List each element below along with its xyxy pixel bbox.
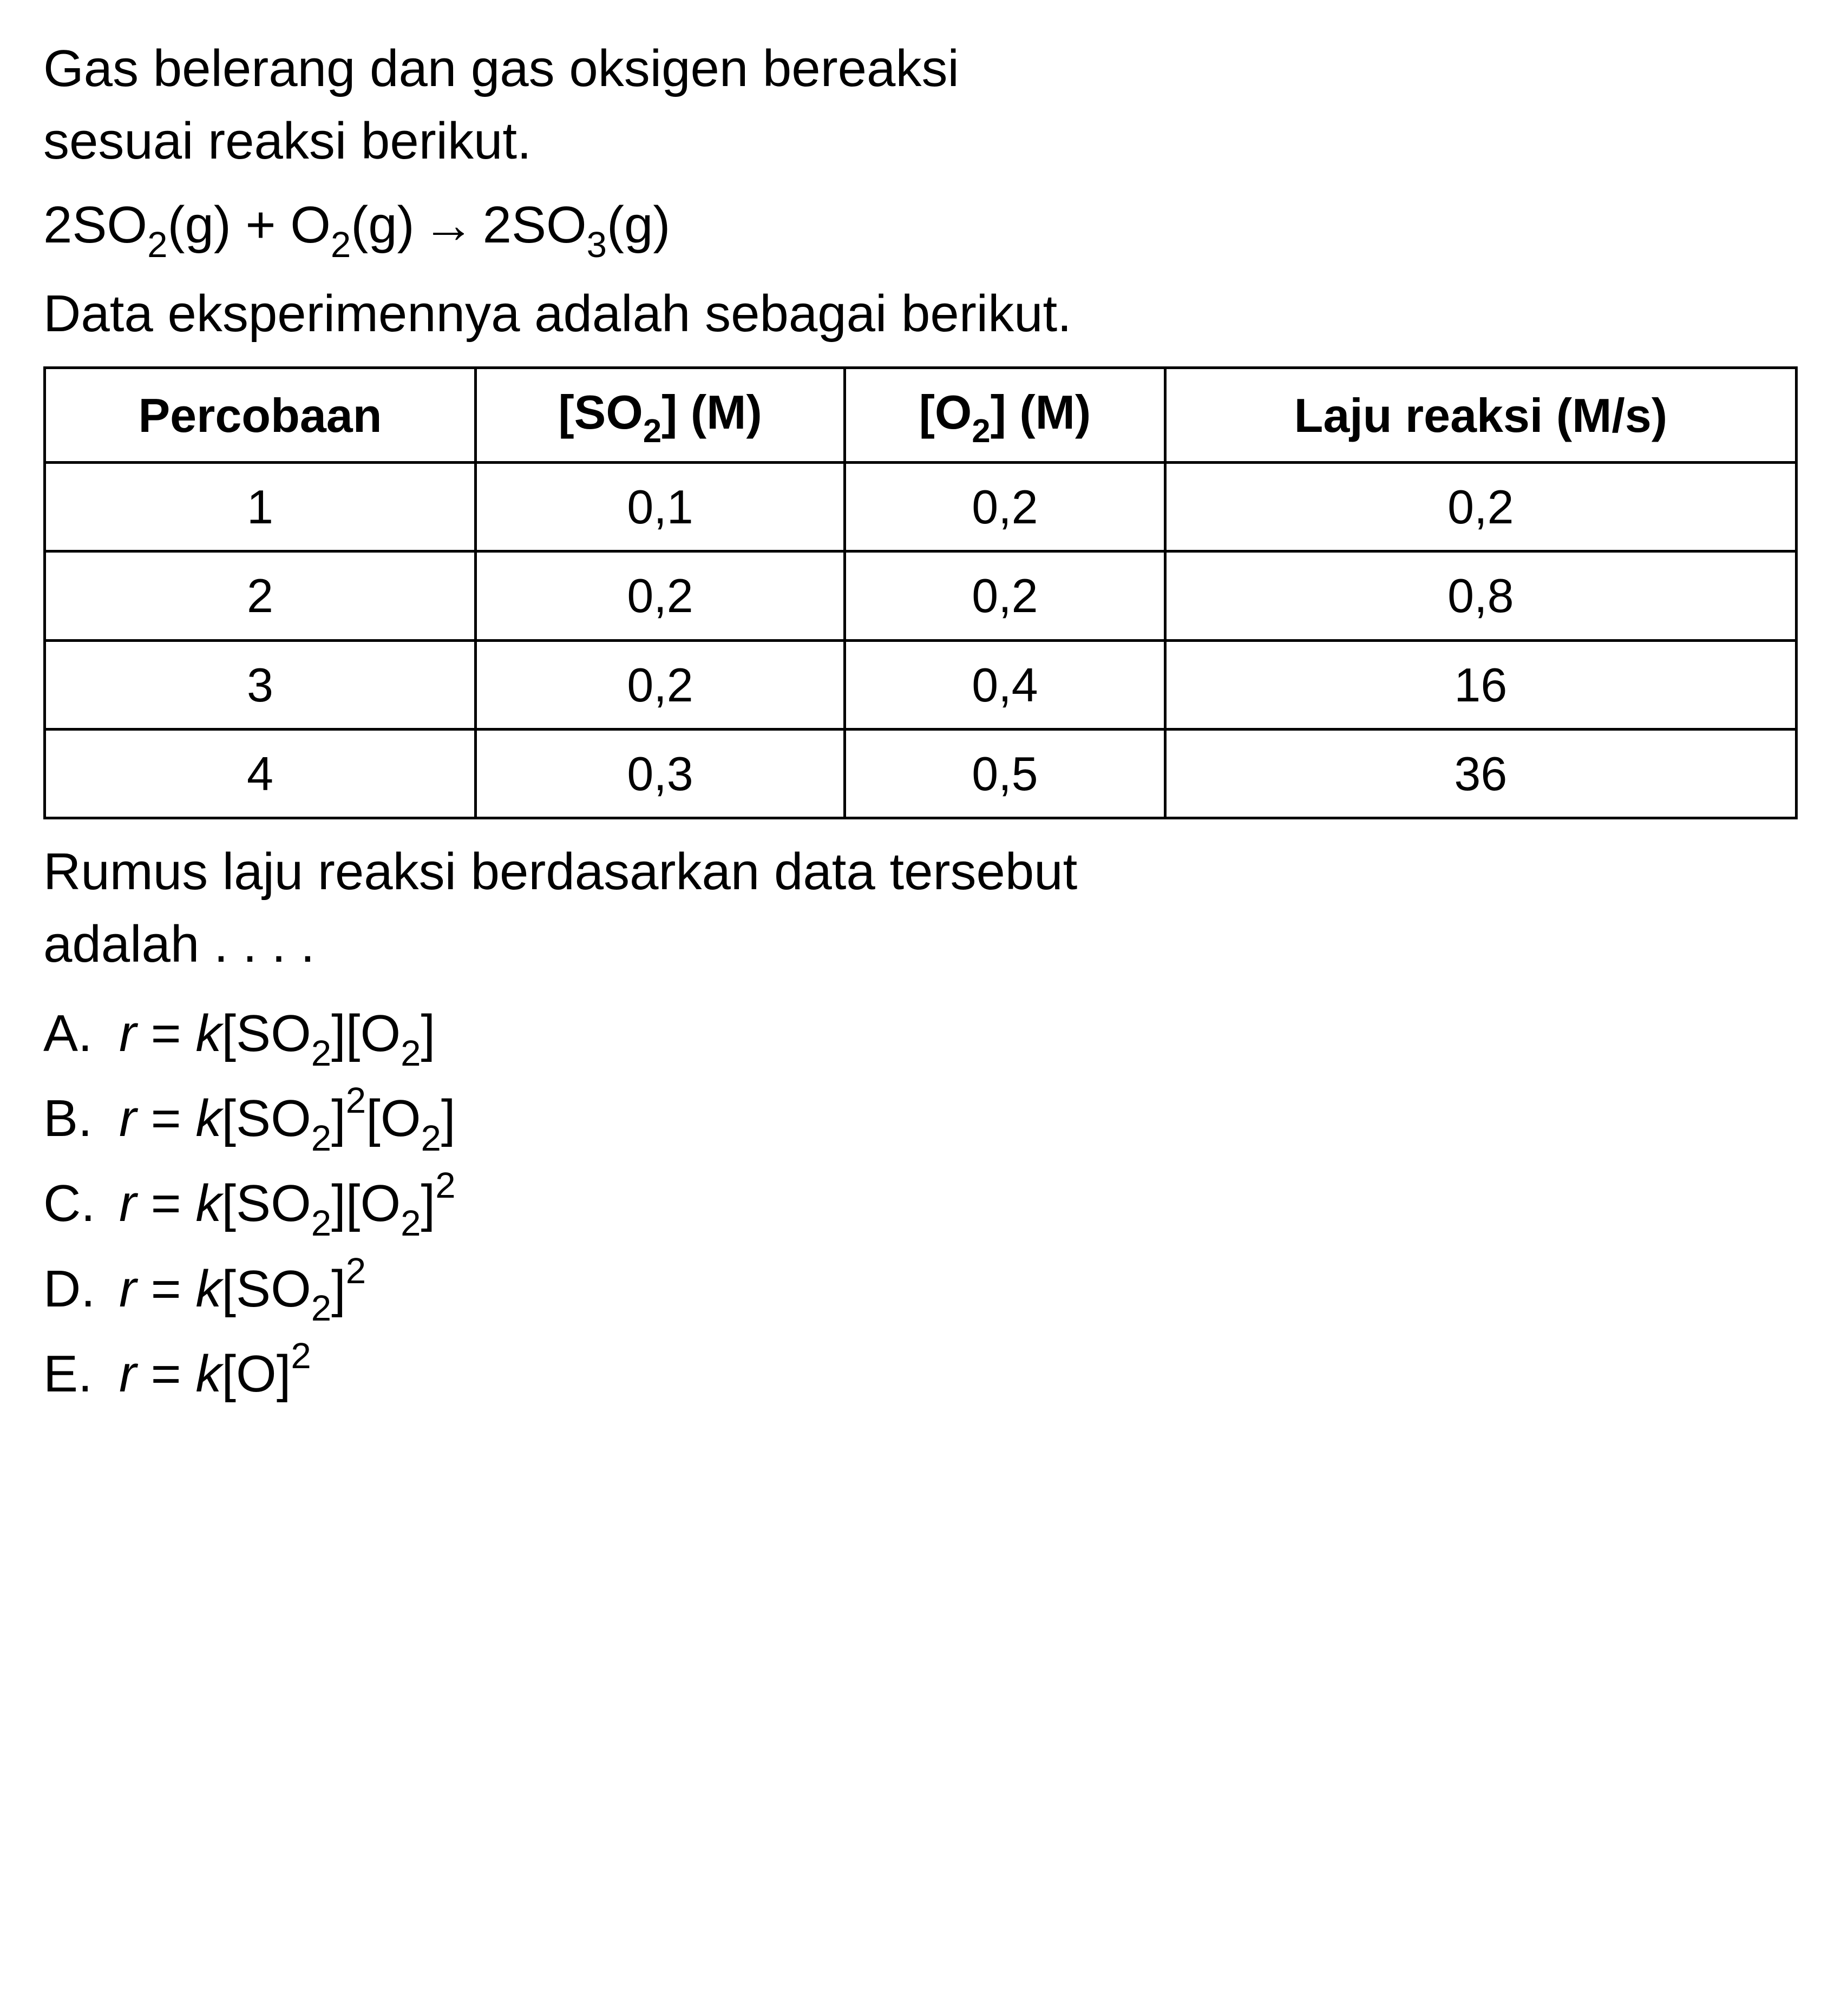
cell: 0,2 bbox=[845, 463, 1165, 551]
cell: 2 bbox=[45, 551, 476, 640]
option-content: r = k[O]2 bbox=[119, 1336, 1798, 1410]
option-letter: A. bbox=[43, 997, 119, 1070]
option-b: B. r = k[SO2]2[O2] bbox=[43, 1081, 1798, 1160]
cell: 0,5 bbox=[845, 729, 1165, 818]
cell: 0,2 bbox=[475, 640, 844, 729]
cell: 0,2 bbox=[475, 551, 844, 640]
table-row: 4 0,3 0,5 36 bbox=[45, 729, 1797, 818]
eq-plus: + bbox=[231, 196, 290, 254]
table-row: 3 0,2 0,4 16 bbox=[45, 640, 1797, 729]
eq-right-state: (g) bbox=[607, 196, 670, 254]
option-a: A. r = k[SO2][O2] bbox=[43, 997, 1798, 1075]
data-description: Data eksperimennya adalah sebagai beriku… bbox=[43, 278, 1798, 350]
eq-left1-coef: 2SO bbox=[43, 196, 147, 254]
cell: 16 bbox=[1165, 640, 1796, 729]
option-letter: D. bbox=[43, 1253, 119, 1325]
cell: 0,4 bbox=[845, 640, 1165, 729]
option-content: r = k[SO2]2[O2] bbox=[119, 1081, 1798, 1160]
option-c: C. r = k[SO2][O2]2 bbox=[43, 1166, 1798, 1245]
eq-right-sub: 3 bbox=[587, 225, 607, 265]
header-o2: [O2] (M) bbox=[845, 368, 1165, 463]
cell: 36 bbox=[1165, 729, 1796, 818]
cell: 1 bbox=[45, 463, 476, 551]
option-content: r = k[SO2][O2] bbox=[119, 997, 1798, 1075]
reaction-equation: 2SO2(g) + O2(g)→2SO3(g) bbox=[43, 189, 1798, 267]
header-so2: [SO2] (M) bbox=[475, 368, 844, 463]
eq-right-coef: 2SO bbox=[483, 196, 587, 254]
table-row: 1 0,1 0,2 0,2 bbox=[45, 463, 1797, 551]
intro-line-1: Gas belerang dan gas oksigen bereaksi bbox=[43, 32, 1798, 105]
arrow-icon: → bbox=[423, 189, 475, 261]
option-content: r = k[SO2][O2]2 bbox=[119, 1166, 1798, 1245]
cell: 0,1 bbox=[475, 463, 844, 551]
option-letter: C. bbox=[43, 1167, 119, 1240]
eq-left2-state: (g) bbox=[351, 196, 414, 254]
option-d: D. r = k[SO2]2 bbox=[43, 1251, 1798, 1331]
option-e: E. r = k[O]2 bbox=[43, 1336, 1798, 1410]
option-letter: E. bbox=[43, 1338, 119, 1410]
intro-text: Gas belerang dan gas oksigen bereaksi se… bbox=[43, 32, 1798, 178]
table-header-row: Percobaan [SO2] (M) [O2] (M) Laju reaksi… bbox=[45, 368, 1797, 463]
question-line-1: Rumus laju reaksi berdasarkan data terse… bbox=[43, 836, 1798, 908]
cell: 0,2 bbox=[1165, 463, 1796, 551]
cell: 0,2 bbox=[845, 551, 1165, 640]
eq-left1-state: (g) bbox=[167, 196, 231, 254]
header-percobaan: Percobaan bbox=[45, 368, 476, 463]
cell: 0,8 bbox=[1165, 551, 1796, 640]
eq-left2: O bbox=[290, 196, 331, 254]
table-row: 2 0,2 0,2 0,8 bbox=[45, 551, 1797, 640]
eq-left2-sub: 2 bbox=[331, 225, 351, 265]
cell: 3 bbox=[45, 640, 476, 729]
intro-line-2: sesuai reaksi berikut. bbox=[43, 105, 1798, 178]
cell: 4 bbox=[45, 729, 476, 818]
data-table: Percobaan [SO2] (M) [O2] (M) Laju reaksi… bbox=[43, 366, 1798, 819]
question-text: Rumus laju reaksi berdasarkan data terse… bbox=[43, 836, 1798, 981]
option-content: r = k[SO2]2 bbox=[119, 1251, 1798, 1331]
answer-options: A. r = k[SO2][O2] B. r = k[SO2]2[O2] C. … bbox=[43, 997, 1798, 1410]
eq-left1-sub: 2 bbox=[147, 225, 167, 265]
option-letter: B. bbox=[43, 1082, 119, 1155]
header-laju: Laju reaksi (M/s) bbox=[1165, 368, 1796, 463]
cell: 0,3 bbox=[475, 729, 844, 818]
question-line-2: adalah . . . . bbox=[43, 908, 1798, 981]
